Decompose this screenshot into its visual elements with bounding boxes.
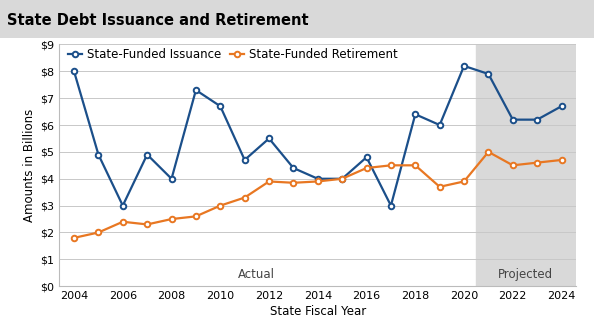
State-Funded Retirement	[168, 217, 175, 221]
Text: Actual: Actual	[238, 268, 276, 281]
Line: State-Funded Issuance: State-Funded Issuance	[71, 63, 564, 208]
State-Funded Retirement	[533, 161, 541, 164]
State-Funded Retirement	[412, 164, 419, 167]
State-Funded Issuance	[168, 177, 175, 181]
State-Funded Issuance	[363, 155, 370, 159]
State-Funded Retirement	[339, 177, 346, 181]
State-Funded Issuance	[192, 88, 200, 92]
State-Funded Retirement	[266, 180, 273, 184]
State-Funded Issuance	[119, 204, 127, 208]
State-Funded Issuance	[144, 153, 151, 157]
State-Funded Issuance	[241, 158, 248, 162]
State-Funded Retirement	[436, 185, 443, 189]
State-Funded Issuance	[71, 69, 78, 73]
State-Funded Issuance	[95, 153, 102, 157]
State-Funded Retirement	[71, 236, 78, 240]
State-Funded Retirement	[290, 181, 297, 185]
State-Funded Retirement	[509, 164, 516, 167]
Legend: State-Funded Issuance, State-Funded Retirement: State-Funded Issuance, State-Funded Reti…	[65, 45, 400, 63]
State-Funded Retirement	[314, 180, 321, 184]
State-Funded Issuance	[485, 72, 492, 76]
State-Funded Issuance	[436, 123, 443, 127]
X-axis label: State Fiscal Year: State Fiscal Year	[270, 305, 366, 318]
State-Funded Retirement	[363, 166, 370, 170]
State-Funded Issuance	[533, 118, 541, 122]
State-Funded Issuance	[314, 177, 321, 181]
State-Funded Issuance	[266, 137, 273, 140]
State-Funded Retirement	[217, 204, 224, 208]
State-Funded Retirement	[485, 150, 492, 154]
State-Funded Issuance	[217, 104, 224, 108]
Y-axis label: Amounts in Billions: Amounts in Billions	[23, 109, 36, 222]
State-Funded Issuance	[412, 112, 419, 116]
Text: State Debt Issuance and Retirement: State Debt Issuance and Retirement	[7, 13, 309, 28]
State-Funded Issuance	[558, 104, 565, 108]
State-Funded Retirement	[192, 215, 200, 218]
Line: State-Funded Retirement: State-Funded Retirement	[71, 149, 564, 240]
State-Funded Retirement	[460, 180, 467, 184]
Bar	[476, 44, 579, 286]
State-Funded Retirement	[241, 195, 248, 199]
State-Funded Issuance	[460, 64, 467, 68]
State-Funded Issuance	[290, 166, 297, 170]
Text: Projected: Projected	[497, 268, 552, 281]
State-Funded Issuance	[387, 204, 394, 208]
State-Funded Retirement	[387, 164, 394, 167]
State-Funded Issuance	[339, 177, 346, 181]
State-Funded Retirement	[144, 222, 151, 226]
State-Funded Retirement	[95, 231, 102, 235]
State-Funded Retirement	[558, 158, 565, 162]
State-Funded Issuance	[509, 118, 516, 122]
State-Funded Retirement	[119, 220, 127, 224]
